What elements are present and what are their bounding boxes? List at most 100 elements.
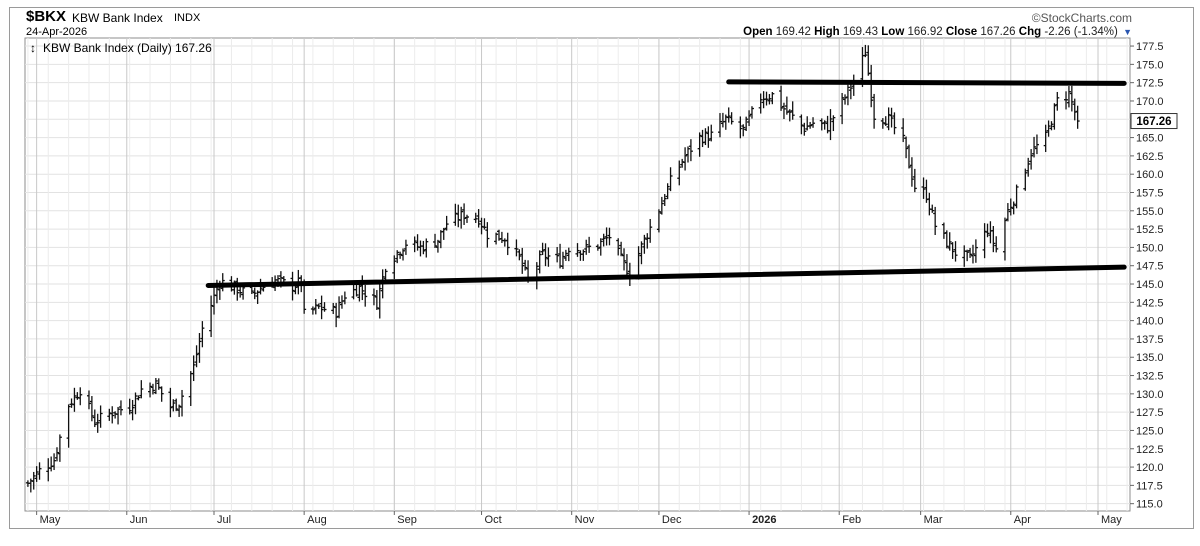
ohlc-bar	[907, 144, 911, 169]
ohlc-bar	[485, 222, 490, 248]
ohlc-bar	[316, 303, 321, 309]
series-title: KBW Bank Index (Daily) 167.26	[43, 41, 212, 55]
ohlc-bar	[133, 392, 138, 415]
ohlc-bar	[546, 247, 551, 267]
ohlc-bar	[444, 215, 449, 231]
ohlc-bar	[482, 218, 487, 230]
ohlc-bar	[665, 183, 670, 200]
ohlc-bar	[98, 405, 103, 428]
ohlc-bar	[822, 120, 827, 130]
quote-date: 24-Apr-2026	[26, 26, 88, 38]
ohlc-bar	[607, 227, 612, 246]
brand-watermark[interactable]: ©StockCharts.com	[1031, 11, 1132, 25]
ohlc-bar	[537, 250, 542, 274]
ohlc-bar	[808, 121, 813, 129]
ohlc-bar	[968, 247, 973, 258]
ohlc-bar	[779, 85, 784, 111]
high-value: 169.43	[842, 26, 879, 38]
ohlc-bar	[412, 236, 417, 253]
y-tick-label: 170.0	[1136, 96, 1164, 108]
ohlc-bar	[476, 209, 481, 228]
ohlc-bar	[697, 132, 702, 157]
ohlc-bar	[659, 196, 664, 215]
ohlc-bar	[619, 241, 624, 257]
ohlc-bar	[171, 399, 176, 412]
ohlc-bar	[194, 345, 199, 368]
ohlc-bar	[686, 146, 690, 163]
ohlc-bar	[465, 214, 469, 223]
ohlc-bar	[54, 447, 59, 462]
close-label: Close	[945, 26, 978, 38]
x-tick-label: May	[1101, 514, 1122, 526]
ohlc-bar	[994, 236, 999, 253]
ohlc-bar	[1069, 85, 1074, 112]
ohlc-bar	[744, 116, 749, 132]
ohlc-bar	[581, 249, 586, 261]
resistance-trendline	[726, 79, 1127, 86]
ohlc-bar	[726, 107, 731, 123]
ohlc-bar	[828, 109, 833, 141]
ohlc-bar	[904, 136, 909, 159]
y-tick-label: 155.0	[1136, 206, 1164, 218]
y-tick-label: 117.5	[1136, 480, 1163, 492]
y-tick-label: 165.0	[1136, 133, 1164, 145]
ohlc-bar	[863, 44, 868, 58]
ohlc-bar	[560, 251, 565, 270]
ohlc-bar	[845, 84, 850, 106]
y-tick-label: 137.5	[1136, 334, 1164, 346]
x-tick-label: Aug	[307, 514, 327, 526]
y-tick-label: 142.5	[1136, 297, 1164, 309]
ohlc-bar	[517, 249, 522, 261]
ohlc-bar	[520, 247, 525, 274]
ohlc-bar	[523, 259, 528, 271]
ohlc-bar	[764, 91, 769, 106]
y-tick-label: 177.5	[1136, 41, 1164, 53]
ohlc-bar	[1014, 184, 1019, 209]
ohlc-bar	[363, 284, 368, 307]
ohlc-bar	[622, 248, 627, 271]
ohlc-bar	[604, 227, 609, 246]
ohlc-bar	[1043, 124, 1048, 152]
ohlc-bar	[494, 232, 499, 245]
ohlc-bar	[150, 383, 155, 395]
ohlc-bar	[374, 290, 379, 310]
ohlc-bar	[66, 404, 71, 448]
ohlc-bar	[177, 404, 182, 417]
ohlc-bar	[313, 298, 318, 315]
ohlc-bar	[197, 333, 202, 363]
ohlc-bar	[337, 296, 342, 319]
ohlc-bar	[587, 236, 592, 253]
ohlc-bar	[392, 255, 397, 279]
ohlc-bar	[709, 124, 714, 142]
chg-label: Chg	[1018, 26, 1042, 38]
ohlc-bar	[973, 239, 978, 263]
ohlc-bar	[220, 273, 225, 292]
chevron-down-icon[interactable]: ▼	[1123, 27, 1132, 37]
ohlc-bar	[110, 406, 115, 424]
ohlc-bar	[398, 251, 403, 259]
ohlc-bar	[639, 241, 644, 265]
ohlc-bar	[758, 93, 763, 114]
ohlc-bar	[886, 107, 891, 131]
ohlc-bar	[31, 471, 36, 490]
y-tick-label: 162.5	[1136, 151, 1164, 163]
ohlc-bar	[78, 387, 83, 406]
ohlc-bar	[741, 124, 746, 137]
x-tick-label: Apr	[1014, 514, 1031, 526]
ohlc-bar	[116, 406, 121, 425]
ohlc-bar	[787, 109, 792, 122]
ohlc-bar	[72, 387, 77, 412]
last-value-tag: 167.26	[1130, 113, 1178, 130]
ohlc-bar	[901, 118, 906, 143]
ohlc-bar	[371, 288, 376, 306]
ohlc-bar	[970, 244, 975, 264]
ohlc-bar	[749, 106, 754, 119]
ohlc-bar	[799, 114, 804, 135]
ohlc-bar	[811, 117, 816, 128]
open-value: 169.42	[775, 26, 811, 38]
ohlc-bar	[1072, 98, 1077, 121]
ohlc-bar	[831, 115, 836, 132]
ohlc-bar	[95, 413, 100, 433]
